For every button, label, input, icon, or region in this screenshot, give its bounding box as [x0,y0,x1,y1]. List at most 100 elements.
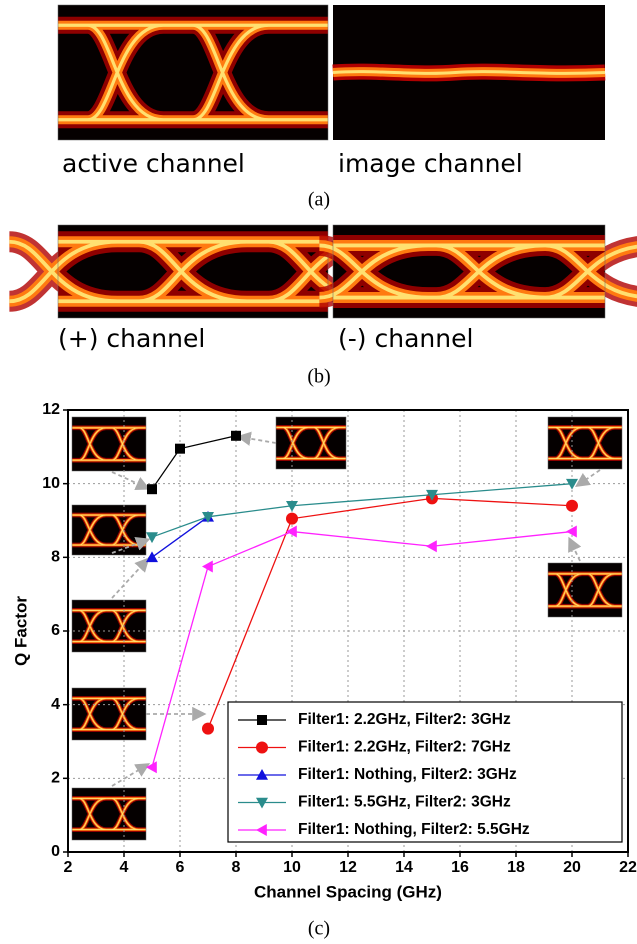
data-point [231,430,241,441]
panel-label: active channel [62,149,245,178]
panel-label: (-) channel [338,324,473,353]
eye-diagram [8,224,378,319]
y-tick-label: 0 [51,843,60,860]
pointer-arrow [111,557,150,599]
x-tick-label: 12 [339,859,357,876]
legend-label: Filter1: 2.2GHz, Filter2: 7GHz [298,739,511,756]
pointer-arrow [575,469,601,488]
data-point [286,500,298,512]
eye-diagram [332,5,606,140]
legend-marker [257,715,267,725]
x-tick-label: 18 [507,859,525,876]
x-tick-label: 22 [619,859,637,876]
data-point [286,525,297,538]
eye-trace-core [72,697,146,731]
eye-frame [71,416,147,472]
eye-trace-core [58,23,328,122]
eye-trace-core [332,70,606,75]
x-tick-label: 10 [283,859,301,876]
eye-diagram [275,416,347,470]
eye-trace-core [276,426,346,460]
eye-diagram [71,504,147,556]
x-tick-label: 2 [64,859,73,876]
eye-diagram [547,416,623,470]
eye-background [72,505,146,555]
eye-trace-core [72,797,146,831]
series-line [151,483,573,538]
legend-marker [256,797,268,809]
eye-trace-core [72,427,146,461]
eye-background [72,600,146,652]
plot-frame [67,409,629,853]
x-axis-title: Channel Spacing (GHz) [254,882,442,901]
eye-background [548,563,622,617]
x-tick-label: 8 [232,859,241,876]
legend-label: Filter1: Nothing, Filter2: 5.5GHz [298,821,530,838]
data-point [202,560,213,573]
panel-label: image channel [338,149,523,178]
y-axis-title: Q Factor [11,596,30,666]
eye-trace-core [319,243,637,300]
data-point [566,478,578,490]
eye-trace-core [9,239,377,304]
y-tick-label: 6 [51,622,60,639]
eye-frame [547,562,623,618]
caption: (a) [308,189,330,211]
pointer-arrow [568,536,582,562]
eye-frame [71,787,147,841]
eye-frame [71,504,147,556]
data-point [286,512,298,525]
data-point [426,489,438,501]
pointer-arrow [236,431,277,446]
eye-trace-core [548,426,622,460]
legend-box [227,701,623,843]
eye-frame [57,224,329,319]
pointer-arrow [111,471,151,491]
eye-diagram [71,787,147,841]
y-tick-label: 2 [51,770,60,787]
data-point [426,540,437,553]
x-tick-label: 20 [563,859,581,876]
eye-diagram [57,4,329,141]
eye-background [72,788,146,840]
eye-trace-core [548,573,622,607]
x-tick-label: 14 [395,859,413,876]
caption: (c) [308,918,330,940]
data-point [147,484,157,495]
eye-frame [332,224,606,319]
data-point [566,525,577,538]
legend-label: Filter1: 5.5GHz, Filter2: 3GHz [298,794,511,811]
y-tick-label: 12 [42,401,60,418]
eye-diagram [71,599,147,653]
x-tick-label: 4 [120,859,129,876]
data-point [202,722,214,735]
eye-frame [57,4,329,141]
eye-frame [547,416,623,470]
eye-background [548,417,622,469]
data-point [202,512,214,523]
y-tick-label: 8 [51,549,60,566]
eye-diagrams [8,4,637,841]
eye-trace-core [72,514,146,546]
eye-diagram [71,687,147,741]
eye-background [72,688,146,740]
data-point [175,443,185,454]
legend-marker [256,741,268,754]
legend-label: Filter1: 2.2GHz, Filter2: 3GHz [298,711,511,728]
eye-frame [71,599,147,653]
pointer-arrow [111,537,151,554]
legend-marker [256,769,268,780]
eye-background [276,417,346,469]
pointer-arrow [111,763,151,787]
panel-label: (+) channel [58,324,205,353]
data-point [146,551,158,563]
eye-diagram [547,562,623,618]
eye-background [72,417,146,471]
data-point [146,532,158,544]
data-point [566,499,578,512]
x-tick-label: 6 [176,859,185,876]
series-line [151,435,237,490]
y-tick-label: 4 [51,696,60,713]
eye-diagram [318,224,637,319]
